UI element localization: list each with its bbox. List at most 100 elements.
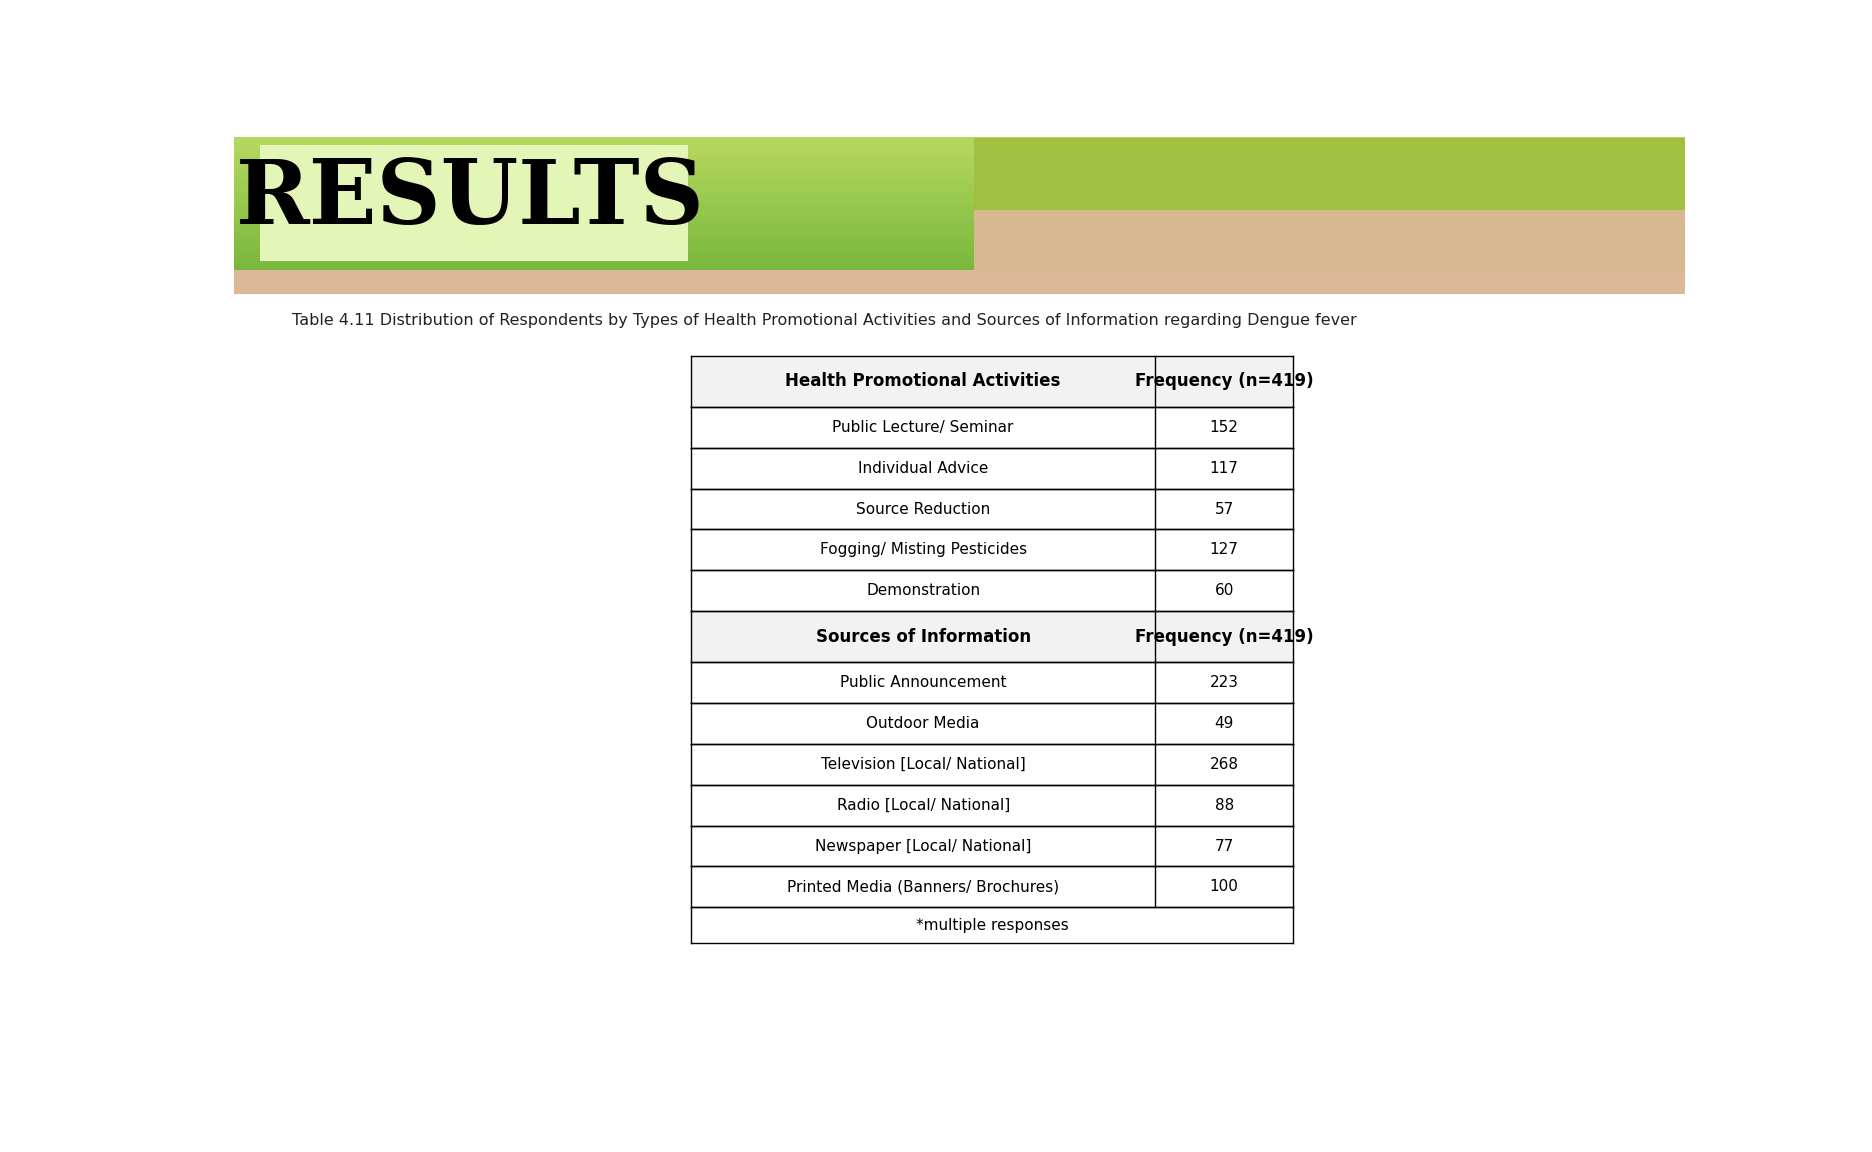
Bar <box>234 141 1685 145</box>
Text: RESULTS: RESULTS <box>236 156 706 243</box>
Text: Radio [Local/ National]: Radio [Local/ National] <box>837 798 1009 813</box>
Text: Demonstration: Demonstration <box>867 583 981 598</box>
Text: Television [Local/ National]: Television [Local/ National] <box>820 757 1026 772</box>
Bar <box>234 233 1685 236</box>
Bar <box>1155 866 1294 908</box>
Bar <box>1155 826 1294 866</box>
Bar <box>234 259 1685 263</box>
Bar <box>234 242 1685 247</box>
Bar <box>234 203 1685 207</box>
Bar <box>234 199 1685 204</box>
Bar <box>234 252 1685 257</box>
Text: Public Announcement: Public Announcement <box>841 675 1007 690</box>
Bar <box>1155 356 1294 407</box>
Bar <box>1155 744 1294 785</box>
Text: 77: 77 <box>1215 839 1234 854</box>
Text: 117: 117 <box>1209 461 1239 476</box>
Bar <box>234 187 1685 191</box>
Bar <box>1155 570 1294 611</box>
Bar <box>691 785 1155 826</box>
Bar <box>691 908 1294 942</box>
Text: 268: 268 <box>1209 757 1239 772</box>
Bar <box>234 219 1685 223</box>
Text: Individual Advice: Individual Advice <box>857 461 988 476</box>
Text: *multiple responses: *multiple responses <box>915 917 1069 933</box>
Bar <box>691 448 1155 488</box>
Bar <box>234 147 1685 151</box>
Bar <box>234 206 1685 211</box>
Bar <box>691 611 1155 662</box>
Bar <box>260 145 689 260</box>
Bar <box>234 270 1685 295</box>
Text: Fogging/ Misting Pesticides: Fogging/ Misting Pesticides <box>820 543 1026 558</box>
Bar <box>234 157 1685 161</box>
Bar <box>691 703 1155 744</box>
Bar <box>234 183 1685 188</box>
Bar <box>234 194 1685 197</box>
Bar <box>234 222 1685 227</box>
Text: 49: 49 <box>1215 717 1234 732</box>
Text: 57: 57 <box>1215 501 1234 516</box>
Bar <box>1155 785 1294 826</box>
Bar <box>1155 662 1294 703</box>
Bar <box>234 226 1685 230</box>
Bar <box>234 190 1685 194</box>
Bar <box>691 530 1155 570</box>
Text: Frequency (n=419): Frequency (n=419) <box>1134 372 1314 391</box>
Bar <box>973 211 1685 270</box>
Text: Public Lecture/ Seminar: Public Lecture/ Seminar <box>833 420 1015 435</box>
Text: Printed Media (Banners/ Brochures): Printed Media (Banners/ Brochures) <box>786 879 1060 894</box>
Bar <box>234 167 1685 170</box>
Bar <box>691 570 1155 611</box>
Bar <box>691 866 1155 908</box>
Text: Outdoor Media: Outdoor Media <box>867 717 979 732</box>
Bar <box>691 662 1155 703</box>
Text: Health Promotional Activities: Health Promotional Activities <box>786 372 1061 391</box>
Text: 152: 152 <box>1209 420 1239 435</box>
Bar <box>234 176 1685 181</box>
Bar <box>234 229 1685 234</box>
Text: 223: 223 <box>1209 675 1239 690</box>
Bar <box>1155 530 1294 570</box>
Bar <box>1155 611 1294 662</box>
Bar <box>234 210 1685 214</box>
Text: Frequency (n=419): Frequency (n=419) <box>1134 628 1314 646</box>
Bar <box>691 356 1155 407</box>
Bar <box>1155 488 1294 530</box>
Bar <box>234 197 1685 200</box>
Bar <box>691 826 1155 866</box>
Bar <box>234 170 1685 174</box>
Bar <box>234 180 1685 184</box>
Bar <box>234 245 1685 250</box>
Bar <box>1155 703 1294 744</box>
Bar <box>234 240 1685 243</box>
Text: Source Reduction: Source Reduction <box>856 501 990 516</box>
Bar <box>234 262 1685 266</box>
Bar <box>234 174 1685 177</box>
Bar <box>234 256 1685 259</box>
Bar <box>691 407 1155 448</box>
Bar <box>1155 407 1294 448</box>
Bar <box>234 144 1685 149</box>
Bar <box>234 160 1685 165</box>
Bar <box>691 744 1155 785</box>
Text: Sources of Information: Sources of Information <box>816 628 1031 646</box>
Bar <box>234 164 1685 168</box>
Text: 88: 88 <box>1215 798 1234 813</box>
Bar <box>234 213 1685 217</box>
Bar <box>234 137 1685 142</box>
Bar <box>1155 448 1294 488</box>
Bar <box>234 265 1685 270</box>
Bar <box>973 138 1685 211</box>
Bar <box>973 138 1685 270</box>
Bar <box>234 249 1685 253</box>
Text: 127: 127 <box>1209 543 1239 558</box>
Text: Newspaper [Local/ National]: Newspaper [Local/ National] <box>814 839 1031 854</box>
Text: 100: 100 <box>1209 879 1239 894</box>
Bar <box>234 217 1685 220</box>
Bar <box>234 153 1685 158</box>
Bar <box>234 236 1685 240</box>
Text: Table 4.11 Distribution of Respondents by Types of Health Promotional Activities: Table 4.11 Distribution of Respondents b… <box>292 312 1357 327</box>
Bar <box>691 488 1155 530</box>
Text: 60: 60 <box>1215 583 1234 598</box>
